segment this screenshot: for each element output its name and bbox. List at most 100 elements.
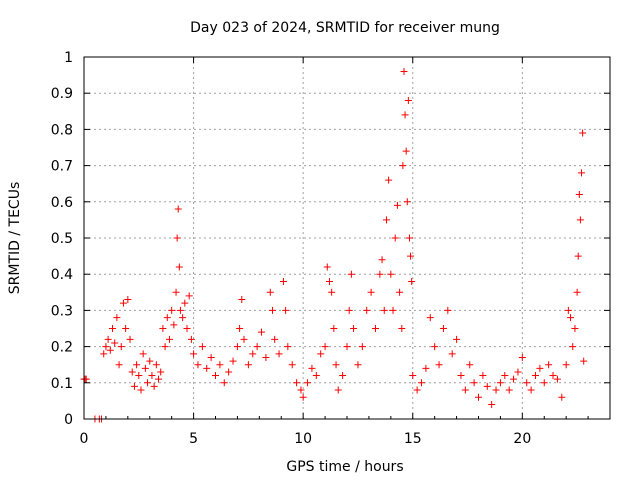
data-point bbox=[128, 368, 136, 376]
data-point bbox=[567, 314, 575, 322]
data-point bbox=[236, 325, 244, 332]
data-point bbox=[185, 292, 193, 300]
data-point bbox=[409, 372, 417, 380]
data-point bbox=[146, 357, 154, 365]
data-point bbox=[117, 343, 125, 351]
data-point bbox=[168, 306, 176, 314]
data-point bbox=[207, 353, 215, 361]
x-tick-label: 0 bbox=[80, 431, 89, 447]
y-tick-label: 0.9 bbox=[51, 86, 73, 102]
data-point bbox=[328, 288, 336, 296]
data-point bbox=[115, 361, 123, 369]
data-point bbox=[435, 361, 443, 369]
data-point bbox=[130, 382, 138, 390]
data-point bbox=[170, 321, 178, 329]
data-point bbox=[258, 328, 266, 336]
data-point bbox=[523, 379, 531, 387]
data-point bbox=[165, 335, 173, 343]
data-point bbox=[104, 335, 112, 343]
data-point bbox=[510, 375, 518, 383]
data-point bbox=[240, 335, 248, 343]
data-point bbox=[279, 277, 287, 285]
data-point bbox=[549, 372, 557, 380]
data-point bbox=[396, 288, 404, 296]
data-point bbox=[371, 325, 379, 332]
tick-labels: 0 5 10 15 20 0 0.1 0.2 0.3 0.4 0.5 0.6 0.7 0.8 0.9 1 bbox=[51, 50, 532, 447]
data-point bbox=[244, 361, 252, 369]
data-point bbox=[576, 216, 584, 224]
data-point bbox=[262, 353, 270, 361]
data-point bbox=[173, 234, 181, 242]
data-point bbox=[399, 162, 407, 170]
data-point bbox=[266, 288, 274, 296]
data-point bbox=[225, 368, 233, 376]
data-point bbox=[475, 393, 482, 401]
data-point bbox=[122, 325, 130, 332]
data-point bbox=[448, 350, 456, 358]
data-point bbox=[308, 364, 316, 372]
data-point bbox=[514, 368, 522, 376]
data-point bbox=[431, 343, 439, 351]
y-tick-label: 0 bbox=[64, 412, 73, 428]
data-point bbox=[216, 361, 224, 369]
y-tick-label: 0.4 bbox=[51, 267, 73, 283]
data-point bbox=[157, 368, 165, 376]
data-point bbox=[233, 343, 241, 351]
data-point bbox=[126, 335, 134, 343]
data-point bbox=[400, 67, 408, 75]
data-point bbox=[135, 372, 143, 380]
data-point bbox=[108, 325, 116, 332]
x-tick-label: 10 bbox=[294, 431, 312, 447]
data-point bbox=[163, 314, 171, 322]
data-point bbox=[404, 96, 412, 104]
data-point bbox=[505, 386, 513, 394]
data-point bbox=[376, 270, 384, 278]
data-point bbox=[501, 372, 509, 380]
data-point bbox=[297, 386, 305, 394]
y-tick-label: 0.8 bbox=[51, 122, 73, 138]
data-point bbox=[253, 343, 261, 351]
data-point bbox=[343, 343, 351, 351]
data-point bbox=[293, 379, 301, 387]
data-point bbox=[275, 350, 283, 358]
data-point bbox=[401, 111, 409, 119]
x-tick-label: 15 bbox=[404, 431, 422, 447]
data-point bbox=[299, 393, 307, 401]
data-point bbox=[405, 234, 413, 242]
data-point bbox=[172, 288, 180, 296]
data-point bbox=[325, 277, 333, 285]
data-point bbox=[453, 335, 461, 343]
data-point bbox=[571, 325, 579, 332]
y-axis-label: SRMTID / TECUs bbox=[7, 182, 23, 295]
data-point bbox=[271, 335, 279, 343]
data-point bbox=[391, 234, 399, 242]
y-tick-label: 0.2 bbox=[51, 340, 73, 356]
data-point bbox=[187, 335, 195, 343]
data-point bbox=[378, 256, 386, 264]
data-point bbox=[317, 350, 325, 358]
data-point bbox=[282, 306, 290, 314]
data-point bbox=[403, 198, 411, 206]
data-point bbox=[573, 288, 581, 296]
data-point bbox=[100, 350, 108, 358]
data-point bbox=[496, 379, 504, 387]
data-point bbox=[408, 277, 416, 285]
data-point bbox=[150, 382, 158, 390]
data-point bbox=[203, 364, 211, 372]
y-tick-label: 0.6 bbox=[51, 195, 73, 211]
data-point bbox=[439, 325, 447, 332]
data-point bbox=[111, 339, 119, 347]
data-point bbox=[330, 325, 338, 332]
data-point bbox=[367, 288, 375, 296]
data-point bbox=[354, 361, 362, 369]
data-point bbox=[124, 296, 132, 304]
data-point bbox=[174, 205, 182, 213]
data-point bbox=[444, 306, 452, 314]
data-point bbox=[159, 325, 167, 332]
data-point bbox=[106, 346, 114, 354]
data-point bbox=[350, 325, 358, 332]
data-point bbox=[579, 129, 587, 137]
y-tick-label: 1 bbox=[64, 50, 73, 66]
